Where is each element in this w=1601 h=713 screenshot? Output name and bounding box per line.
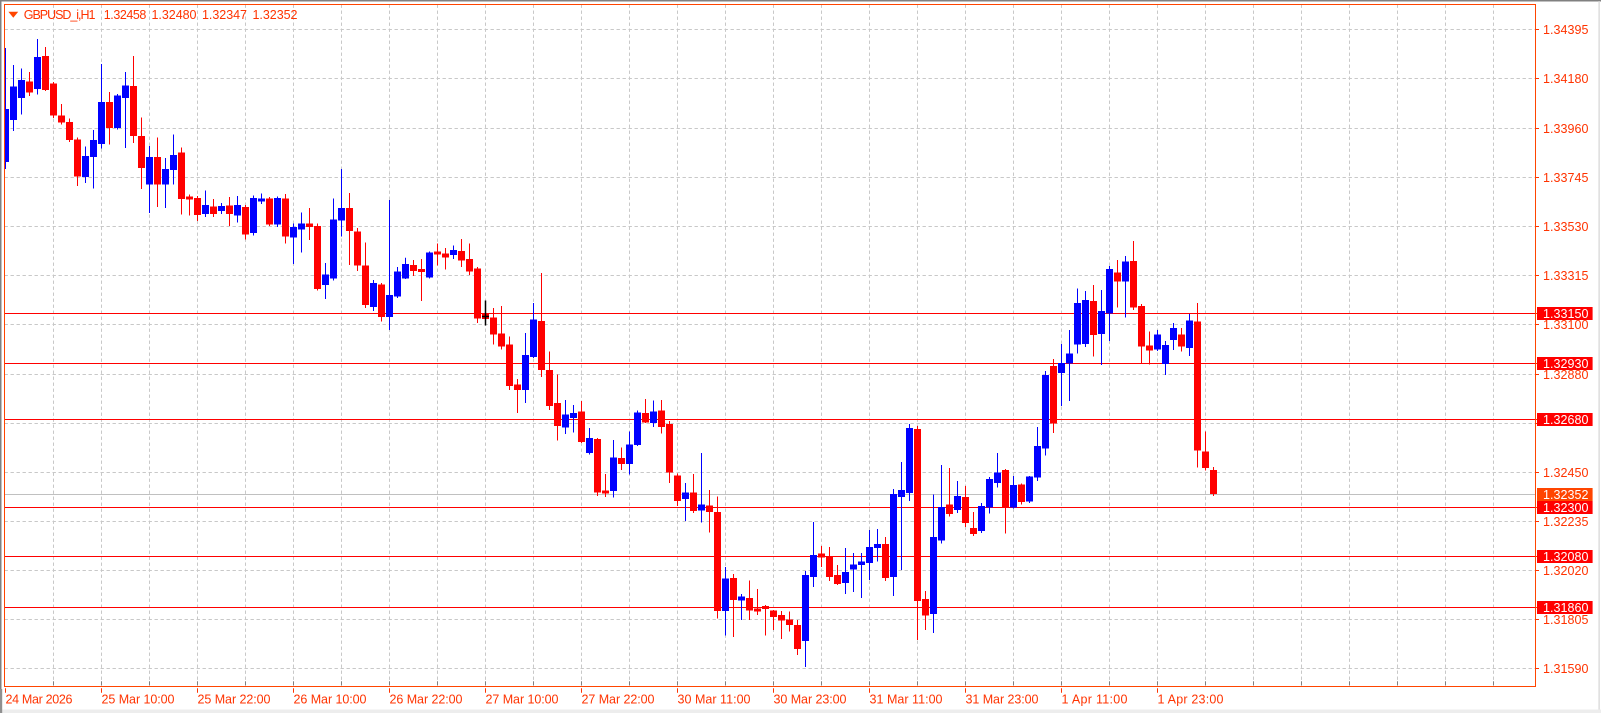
svg-text:1.33150: 1.33150: [1543, 307, 1589, 321]
svg-text:1.34395: 1.34395: [1543, 23, 1589, 37]
svg-text:31 Mar 11:00: 31 Mar 11:00: [870, 693, 943, 707]
svg-text:30 Mar 23:00: 30 Mar 23:00: [774, 693, 847, 707]
svg-text:25 Mar 22:00: 25 Mar 22:00: [198, 693, 271, 707]
svg-text:26 Mar 10:00: 26 Mar 10:00: [294, 693, 367, 707]
svg-text:1.32458: 1.32458: [104, 8, 147, 22]
svg-text:1 Apr 23:00: 1 Apr 23:00: [1158, 693, 1224, 707]
svg-text:1.33100: 1.33100: [1543, 318, 1589, 332]
svg-text:1.32300: 1.32300: [1543, 501, 1589, 515]
svg-text:1.32880: 1.32880: [1543, 368, 1589, 382]
svg-text:1.33530: 1.33530: [1543, 220, 1589, 234]
svg-text:GBPUSD_i,H1: GBPUSD_i,H1: [24, 8, 96, 22]
svg-text:1.32680: 1.32680: [1543, 413, 1589, 427]
svg-text:1.32347: 1.32347: [202, 8, 247, 22]
svg-text:1.32020: 1.32020: [1543, 564, 1589, 578]
svg-text:1.33960: 1.33960: [1543, 122, 1589, 136]
svg-text:30 Mar 11:00: 30 Mar 11:00: [678, 693, 751, 707]
svg-text:31 Mar 23:00: 31 Mar 23:00: [966, 693, 1039, 707]
svg-text:1.32352: 1.32352: [253, 8, 298, 22]
svg-text:1 Apr 11:00: 1 Apr 11:00: [1062, 693, 1128, 707]
svg-text:1.32235: 1.32235: [1543, 515, 1589, 529]
svg-text:24 Mar 2026: 24 Mar 2026: [6, 693, 73, 707]
svg-text:1.33745: 1.33745: [1543, 171, 1589, 185]
svg-text:1.32930: 1.32930: [1543, 357, 1589, 371]
svg-text:1.32450: 1.32450: [1543, 466, 1589, 480]
svg-text:1.32480: 1.32480: [152, 8, 197, 22]
svg-text:1.33315: 1.33315: [1543, 269, 1589, 283]
svg-text:1.32080: 1.32080: [1543, 550, 1589, 564]
svg-text:1.34180: 1.34180: [1543, 72, 1589, 86]
svg-text:1.31805: 1.31805: [1543, 613, 1589, 627]
svg-text:25 Mar 10:00: 25 Mar 10:00: [102, 693, 175, 707]
svg-text:26 Mar 22:00: 26 Mar 22:00: [390, 693, 463, 707]
svg-text:1.32352: 1.32352: [1543, 488, 1589, 502]
svg-text:1.31860: 1.31860: [1543, 601, 1589, 615]
svg-text:27 Mar 22:00: 27 Mar 22:00: [582, 693, 655, 707]
svg-text:27 Mar 10:00: 27 Mar 10:00: [486, 693, 559, 707]
svg-text:1.31590: 1.31590: [1543, 662, 1589, 676]
